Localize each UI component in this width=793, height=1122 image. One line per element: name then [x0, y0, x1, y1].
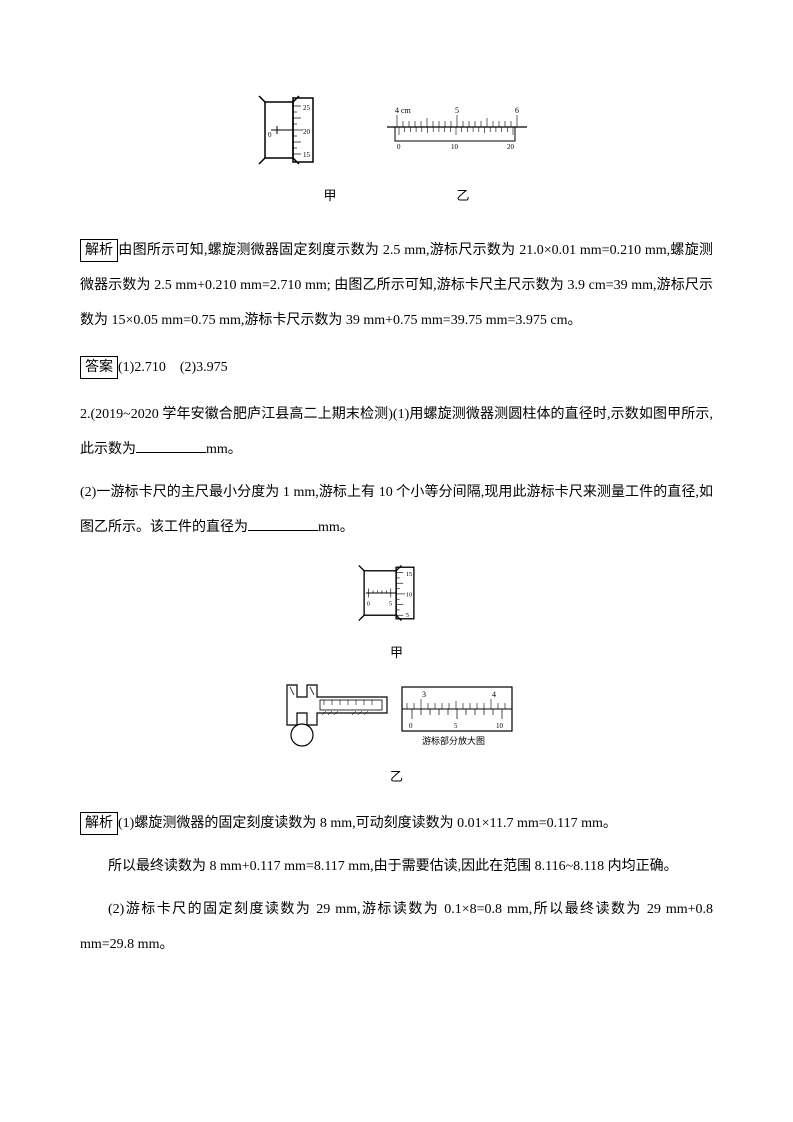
svg-text:0: 0 — [268, 131, 272, 139]
analysis-2-line2: 所以最终读数为 8 mm+0.117 mm=8.117 mm,由于需要估读,因此… — [80, 849, 713, 884]
analysis-label-1: 解析 — [80, 239, 118, 263]
analysis-1: 解析由图所示可知,螺旋测微器固定刻度示数为 2.5 mm,游标尺示数为 21.0… — [80, 233, 713, 338]
caption-yi-1: 乙 — [457, 180, 470, 213]
svg-text:3: 3 — [422, 690, 426, 699]
micrometer-diagram-2: 0 5 15 10 5 — [357, 553, 437, 633]
svg-text:6: 6 — [515, 106, 519, 115]
q2-part2a: (2)一游标卡尺的主尺最小分度为 1 mm,游标上有 10 个小等分间隔,现用此… — [80, 485, 713, 535]
svg-text:15: 15 — [405, 571, 411, 578]
svg-text:0: 0 — [366, 600, 369, 607]
svg-text:10: 10 — [451, 143, 459, 151]
q2-unit2: mm。 — [318, 520, 354, 535]
figure-1-row: 0 25 20 15 4 cm 5 6 — [80, 90, 713, 170]
svg-text:15: 15 — [303, 151, 311, 159]
answer-label-1: 答案 — [80, 356, 118, 380]
svg-text:20: 20 — [303, 128, 311, 136]
analysis-2-line3: (2)游标卡尺的固定刻度读数为 29 mm,游标读数为 0.1×8=0.8 mm… — [80, 892, 713, 962]
svg-text:5: 5 — [454, 722, 458, 730]
analysis-2-line1: 解析(1)螺旋测微器的固定刻度读数为 8 mm,可动刻度读数为 0.01×11.… — [80, 806, 713, 841]
analysis-1-text: 由图所示可知,螺旋测微器固定刻度示数为 2.5 mm,游标尺示数为 21.0×0… — [80, 243, 713, 328]
analysis-2-text2: 所以最终读数为 8 mm+0.117 mm=8.117 mm,由于需要估读,因此… — [108, 859, 678, 874]
analysis-2-text3: (2)游标卡尺的固定刻度读数为 29 mm,游标读数为 0.1×8=0.8 mm… — [80, 902, 713, 952]
caption-jia-1: 甲 — [323, 180, 336, 213]
figure-2: 0 5 15 10 5 甲 3 4 — [80, 553, 713, 794]
figure-1: 0 25 20 15 4 cm 5 6 — [80, 90, 713, 213]
svg-text:4 cm: 4 cm — [395, 106, 412, 115]
svg-text:5: 5 — [455, 106, 459, 115]
caption-jia-2: 甲 — [80, 637, 713, 670]
answer-1-text: (1)2.710 (2)3.975 — [118, 360, 228, 375]
svg-text:10: 10 — [496, 722, 504, 730]
figure-1-captions: 甲 乙 — [80, 180, 713, 213]
caption-yi-2: 乙 — [80, 761, 713, 794]
ruler-diagram-1: 4 cm 5 6 0 10 20 — [377, 105, 537, 155]
blank-2 — [248, 517, 318, 531]
svg-text:0: 0 — [409, 722, 413, 730]
micrometer-diagram-1: 0 25 20 15 — [257, 90, 337, 170]
q2-unit1: mm。 — [206, 442, 242, 457]
analysis-label-2: 解析 — [80, 812, 118, 836]
blank-1 — [136, 439, 206, 453]
svg-text:游标部分放大图: 游标部分放大图 — [422, 735, 485, 746]
question-2-part2: (2)一游标卡尺的主尺最小分度为 1 mm,游标上有 10 个小等分间隔,现用此… — [80, 475, 713, 545]
caliper-diagram: 3 4 0 5 10 游标部分放大图 — [272, 677, 522, 757]
svg-text:5: 5 — [405, 612, 408, 619]
svg-text:4: 4 — [492, 690, 496, 699]
svg-text:20: 20 — [507, 143, 515, 151]
svg-text:25: 25 — [303, 104, 311, 112]
analysis-2-text1: (1)螺旋测微器的固定刻度读数为 8 mm,可动刻度读数为 0.01×11.7 … — [118, 816, 617, 831]
svg-text:5: 5 — [389, 600, 392, 607]
svg-text:0: 0 — [397, 143, 401, 151]
answer-1: 答案(1)2.710 (2)3.975 — [80, 350, 713, 385]
svg-text:10: 10 — [405, 591, 411, 598]
question-2-part1: 2.(2019~2020 学年安徽合肥庐江县高二上期末检测)(1)用螺旋测微器测… — [80, 397, 713, 467]
